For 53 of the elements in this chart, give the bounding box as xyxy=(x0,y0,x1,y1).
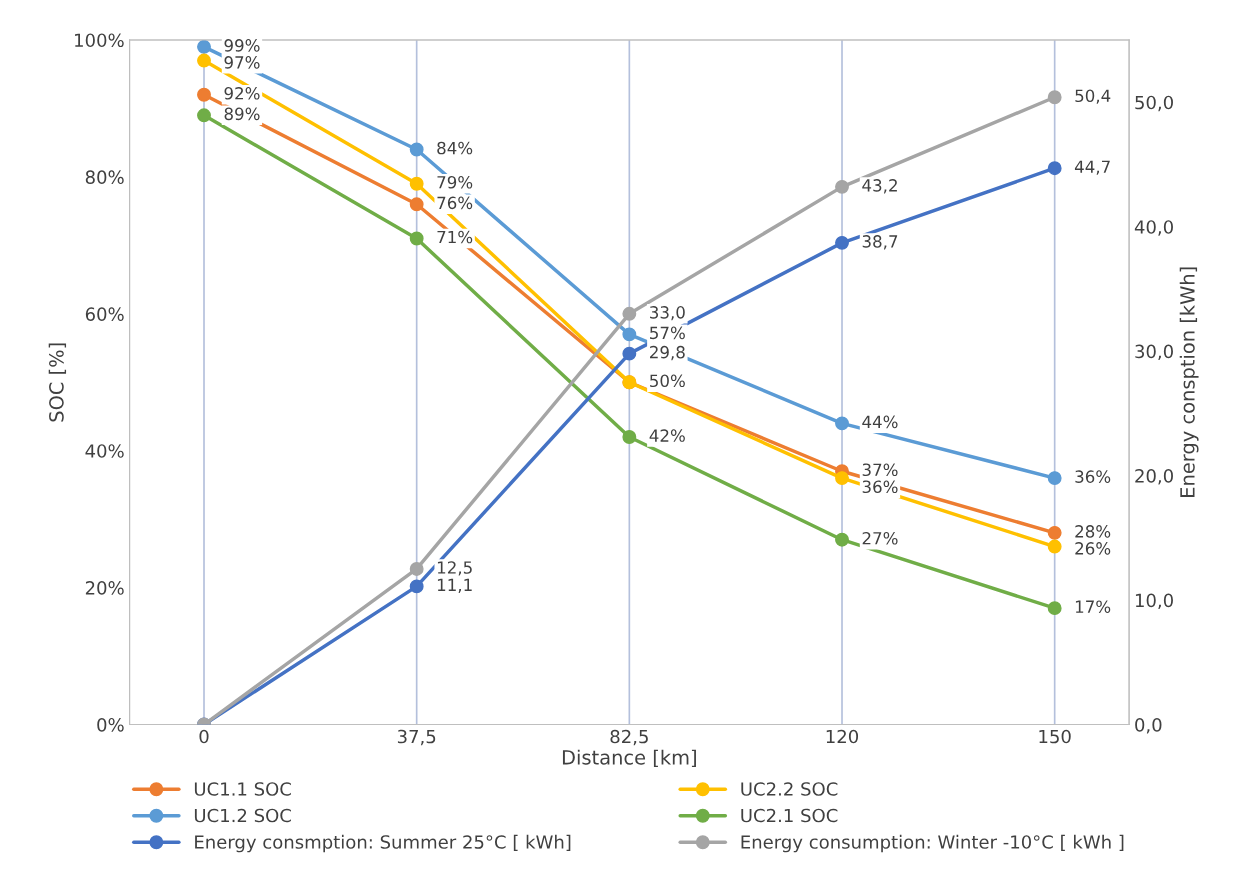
data-label: 44,7 xyxy=(1074,160,1110,175)
data-label: 97% xyxy=(224,56,260,69)
y2-tick-label: 10,0 xyxy=(1135,593,1173,610)
data-label: 42% xyxy=(649,429,685,442)
y2-axis-title: Energy consption [kWh] xyxy=(1179,267,1199,497)
data-label: 17% xyxy=(1075,600,1111,613)
y2-tick-label: 0,0 xyxy=(1135,717,1162,734)
legend-label: Energy consumption: Winter -10°C [ kWh ] xyxy=(741,834,1124,853)
x-tick-label: 82,5 xyxy=(610,729,648,746)
data-label: 33,0 xyxy=(650,306,685,321)
data-label: 99% xyxy=(224,39,260,52)
legend-label: UC1.2 SOC xyxy=(194,808,291,823)
x-tick-label: 37,5 xyxy=(397,729,436,746)
y2-tick-label: 40,0 xyxy=(1134,220,1173,236)
legend-label: UC1.1 SOC xyxy=(194,782,291,796)
data-label: 12,5 xyxy=(437,561,472,576)
data-label: 71% xyxy=(437,230,473,244)
data-label: 76% xyxy=(437,196,473,210)
legend-label: UC2.1 SOC xyxy=(741,808,838,823)
data-label: 38,7 xyxy=(862,235,898,250)
data-label: 50% xyxy=(650,374,685,388)
data-label: 89% xyxy=(224,107,260,121)
y-tick-label: 20% xyxy=(85,581,124,595)
data-label: 44% xyxy=(862,415,898,429)
data-label: 37% xyxy=(862,463,898,477)
x-tick-label: 120 xyxy=(826,729,859,744)
legend-label: UC2.2 SOC xyxy=(741,782,838,796)
y2-tick-label: 50,0 xyxy=(1135,95,1173,112)
data-label: 79% xyxy=(437,175,473,189)
y2-tick-label: 30,0 xyxy=(1135,344,1173,361)
y-tick-label: 40% xyxy=(85,444,124,458)
data-label: 57% xyxy=(650,326,685,340)
data-label: 43,2 xyxy=(862,179,897,194)
y-tick-label: 60% xyxy=(85,307,124,321)
y-tick-label: 80% xyxy=(85,170,124,185)
x-axis-title: Distance [km] xyxy=(562,749,696,767)
x-tick-label: 0 xyxy=(199,729,209,744)
y-tick-label: 0% xyxy=(97,717,124,732)
data-label: 11,1 xyxy=(437,578,472,593)
y-tick-label: 100% xyxy=(75,33,124,48)
y2-tick-label: 20,0 xyxy=(1135,469,1173,485)
data-label: 29,8 xyxy=(650,345,685,361)
data-label: 92% xyxy=(224,87,260,100)
data-label: 84% xyxy=(437,141,473,155)
y-axis-title: SOC [%] xyxy=(48,343,67,422)
data-label: 26% xyxy=(1075,542,1111,555)
legend-label: Energy consmption: Summer 25°C [ kWh] xyxy=(195,834,571,853)
data-label: 36% xyxy=(1075,470,1111,483)
data-label: 36% xyxy=(862,480,898,494)
data-label: 27% xyxy=(862,531,898,545)
x-tick-label: 150 xyxy=(1039,729,1071,744)
data-label: 28% xyxy=(1075,525,1111,538)
data-label: 50,4 xyxy=(1075,89,1111,104)
